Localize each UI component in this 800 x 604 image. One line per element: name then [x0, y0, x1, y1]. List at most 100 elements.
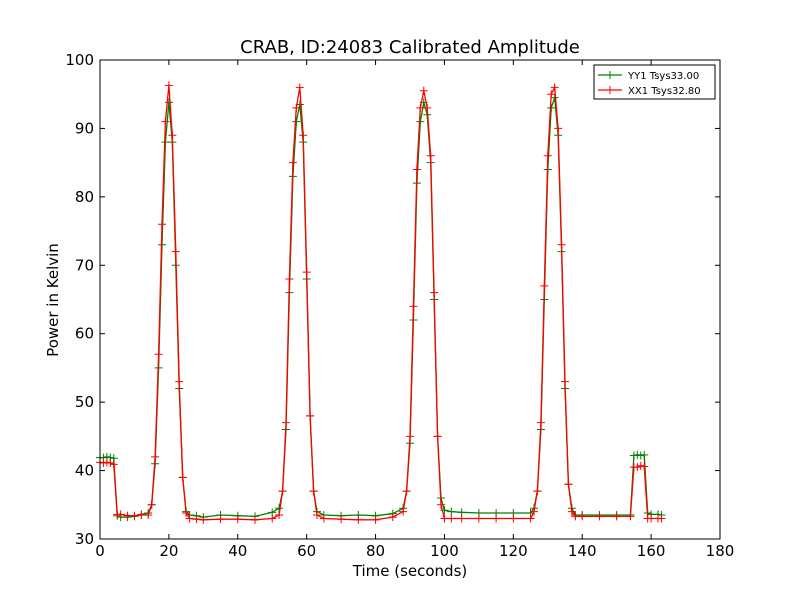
data-point	[302, 268, 311, 277]
x-tick-label: 60	[297, 542, 316, 560]
data-point	[99, 459, 108, 468]
x-tick-label: 20	[159, 542, 178, 560]
data-point	[412, 165, 421, 174]
data-point	[216, 515, 225, 524]
data-point	[564, 480, 573, 489]
y-tick-label: 50	[75, 393, 94, 411]
data-point	[182, 508, 191, 517]
data-point	[547, 90, 556, 99]
data-point	[306, 411, 315, 420]
data-point	[171, 247, 180, 256]
data-point	[633, 463, 642, 472]
y-tick-label: 80	[75, 188, 94, 206]
data-point	[337, 515, 346, 524]
data-point	[647, 514, 656, 523]
y-tick-label: 40	[75, 462, 94, 480]
data-point	[164, 98, 173, 107]
x-tick-label: 100	[430, 542, 459, 560]
data-point	[536, 418, 545, 427]
x-tick-label: 120	[499, 542, 528, 560]
series-line	[99, 85, 662, 521]
data-point	[447, 507, 456, 516]
data-point	[175, 377, 184, 386]
series-layer	[96, 81, 666, 524]
x-tick-label: 140	[568, 542, 597, 560]
data-point	[158, 220, 166, 229]
x-tick-label: 180	[706, 542, 735, 560]
data-point	[399, 507, 408, 516]
data-point	[116, 510, 125, 519]
data-point	[295, 83, 304, 92]
data-point	[626, 512, 635, 521]
data-point	[282, 418, 290, 427]
data-point	[530, 507, 538, 516]
y-tick-label: 30	[75, 530, 94, 548]
data-point	[557, 240, 566, 249]
data-point	[106, 459, 115, 468]
data-point	[543, 151, 552, 160]
legend-entry-label: XX1 Tsys32.80	[628, 86, 701, 97]
y-tick-label: 90	[75, 119, 94, 137]
data-point	[526, 514, 535, 523]
data-point	[406, 432, 414, 441]
data-point	[636, 451, 645, 460]
data-point	[102, 458, 111, 467]
data-point	[447, 514, 456, 523]
data-point	[474, 514, 483, 523]
data-point	[313, 511, 321, 520]
legend-box	[593, 64, 716, 100]
legend-marker	[606, 86, 614, 94]
y-axis-label: Power in Kelvin	[44, 243, 62, 357]
data-point	[426, 151, 435, 160]
legend: YY1 Tsys33.00 XX1 Tsys32.80	[593, 64, 716, 100]
data-point	[567, 507, 576, 516]
x-tick-label: 40	[228, 542, 247, 560]
data-point	[319, 514, 328, 523]
data-point	[371, 515, 380, 524]
data-point	[457, 514, 466, 523]
data-point	[433, 432, 442, 441]
data-point	[509, 514, 518, 523]
data-point	[402, 487, 411, 496]
data-point	[492, 514, 501, 523]
data-point	[540, 281, 549, 290]
data-point	[161, 117, 170, 126]
data-point	[354, 515, 363, 524]
x-tick-label: 80	[366, 542, 385, 560]
plot-frame	[99, 59, 721, 540]
data-point	[178, 473, 187, 482]
data-point	[640, 450, 649, 459]
data-point	[309, 487, 318, 496]
x-tick-label: 0	[95, 542, 105, 560]
data-point	[192, 515, 201, 524]
data-point	[416, 103, 425, 112]
data-point	[550, 83, 559, 92]
data-point	[288, 158, 297, 167]
data-point	[185, 514, 194, 523]
data-point	[388, 513, 397, 522]
data-point	[640, 462, 649, 471]
data-point	[419, 86, 428, 95]
series-2	[96, 81, 666, 524]
data-point	[164, 81, 173, 90]
data-point	[199, 515, 208, 524]
legend-marker	[606, 71, 614, 79]
data-point	[168, 131, 177, 140]
data-point	[657, 514, 666, 523]
data-point	[151, 452, 160, 461]
data-point	[251, 515, 259, 524]
data-point	[144, 511, 153, 520]
data-point	[292, 117, 301, 126]
data-point	[123, 511, 132, 520]
x-tick-label: 160	[637, 542, 666, 560]
x-axis-label: Time (seconds)	[352, 562, 468, 580]
data-point	[636, 461, 645, 470]
data-point	[154, 350, 163, 359]
data-point	[109, 460, 118, 469]
y-tick-label: 100	[65, 51, 94, 69]
data-point	[299, 131, 308, 140]
data-point	[612, 512, 621, 521]
data-point	[423, 103, 432, 112]
